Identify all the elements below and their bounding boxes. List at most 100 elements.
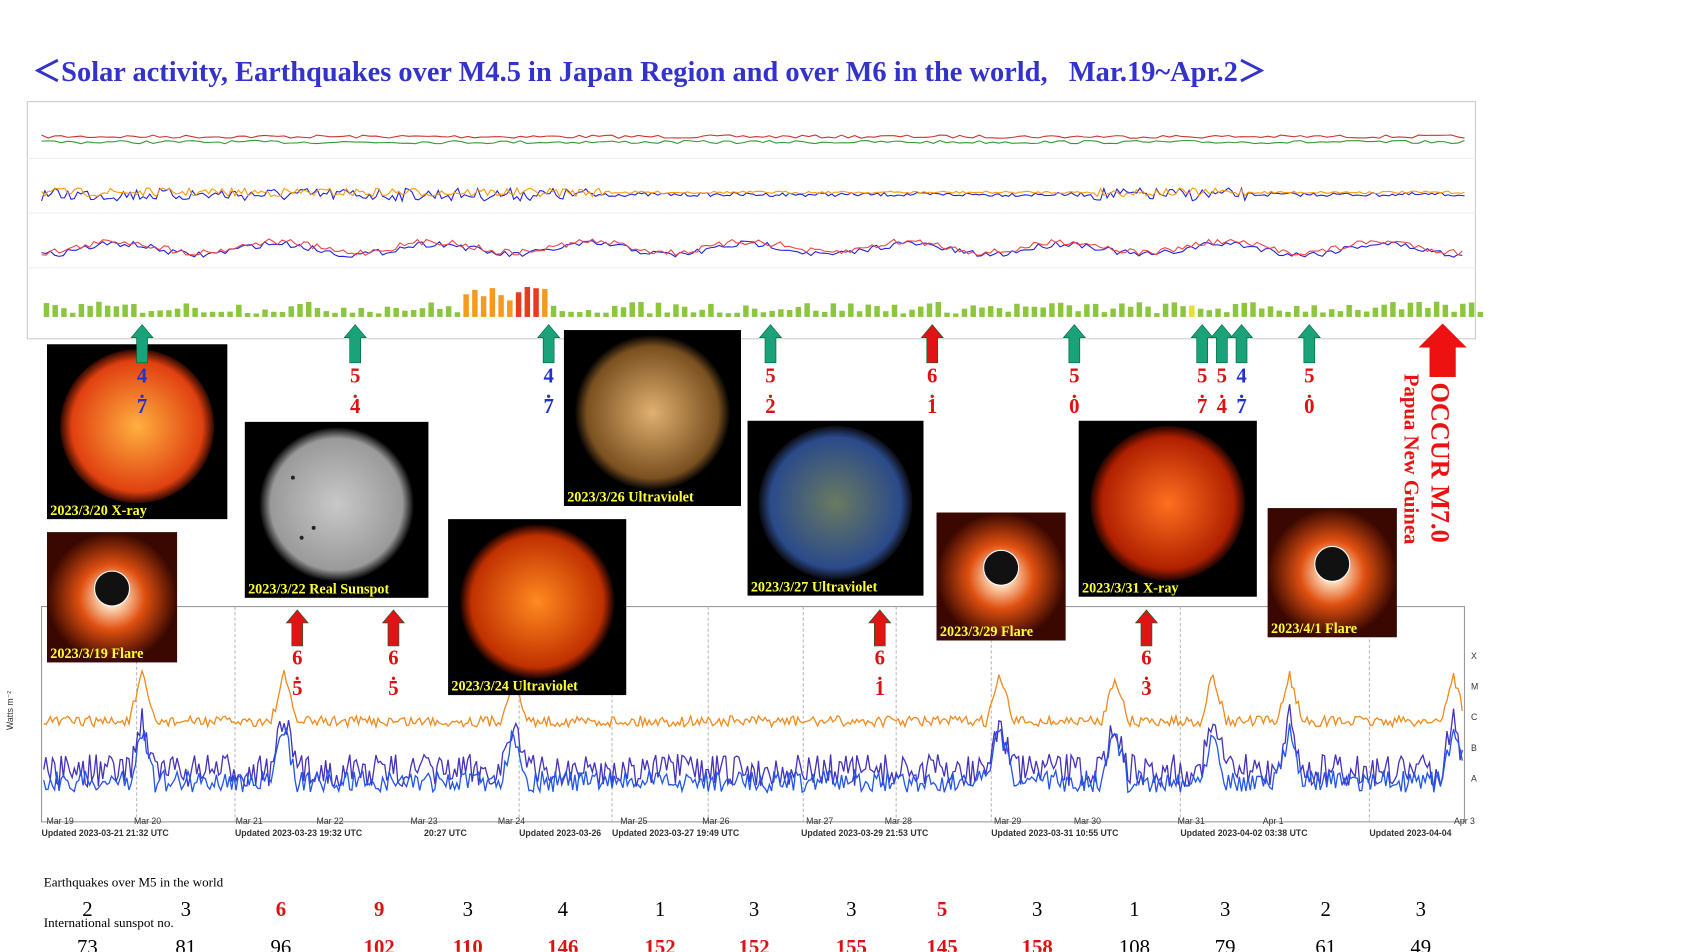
kp-bar: [87, 305, 93, 317]
char: .: [1144, 663, 1149, 685]
kp-bar: [419, 308, 426, 317]
char: 4: [543, 366, 553, 388]
kp-bar: [970, 305, 976, 317]
updated-label: Updated 2023-03-27 19:49 UTC: [612, 828, 740, 838]
world-quake-arrow: [868, 609, 892, 647]
kp-bar: [1311, 305, 1317, 317]
char: .: [1219, 381, 1224, 403]
kp-bar: [1171, 302, 1178, 317]
kp-bar: [568, 311, 574, 317]
kp-bar: [183, 303, 190, 317]
kp-bar: [1477, 311, 1484, 317]
char: .: [353, 381, 358, 403]
flare-class-label: X: [1471, 651, 1477, 661]
kp-bar: [157, 310, 163, 317]
kp-bar: [78, 303, 85, 317]
date-label: Mar 20: [134, 816, 161, 826]
kp-bar: [795, 306, 802, 317]
kp-bar: [1363, 311, 1370, 317]
char: 7: [543, 396, 553, 418]
char: .: [1200, 381, 1205, 403]
kp-bar: [349, 312, 356, 317]
kp-bar: [1162, 303, 1169, 317]
row-value: 3: [846, 899, 856, 921]
image-caption: 2023/3/22 Real Sunspot: [248, 581, 389, 597]
kp-bar: [681, 306, 688, 317]
kp-bar: [734, 312, 740, 317]
row-value: 61: [1315, 937, 1336, 952]
title: ＜Solar activity, Earthquakes over M4.5 i…: [33, 57, 1266, 88]
kp-bar: [909, 309, 915, 317]
updated-label: Updated 2023-03-21 21:32 UTC: [42, 828, 170, 838]
kp-bar: [918, 306, 924, 317]
char: 6: [292, 647, 302, 669]
char: 4: [1217, 396, 1227, 418]
kp-bar: [1468, 302, 1475, 317]
kp-bar: [1390, 302, 1396, 317]
japan-quake-magnitude: 5.7: [1197, 366, 1207, 419]
char: 5: [1069, 366, 1079, 388]
kp-bar: [402, 310, 408, 317]
quake-arrow: [130, 324, 154, 364]
kp-bar: [1416, 301, 1422, 317]
kp-bar: [778, 309, 784, 317]
occulter: [983, 549, 1020, 586]
sun-disc: [459, 524, 615, 680]
char: .: [295, 663, 300, 685]
kp-bar: [384, 306, 391, 317]
kp-bar: [646, 313, 653, 317]
kp-bar: [813, 310, 819, 317]
world-quake-magnitude: 6.1: [875, 647, 885, 700]
electron-flux-line: [41, 186, 1465, 203]
kp-bar: [463, 294, 469, 317]
char: 5: [350, 366, 360, 388]
char: 6: [1141, 647, 1151, 669]
kp-bar: [638, 302, 644, 317]
kp-bar: [174, 308, 181, 317]
char: 7: [1236, 396, 1246, 418]
kp-bar: [306, 301, 312, 317]
kp-bar: [629, 302, 635, 317]
sun-disc: [259, 426, 415, 582]
occulter: [93, 570, 131, 607]
row-label: Earthquakes over M5 in the world: [44, 874, 224, 889]
kp-bar: [262, 309, 268, 317]
row-value: 152: [645, 937, 676, 952]
kp-bar: [1293, 305, 1300, 317]
image-caption: 2023/3/24 Ultraviolet: [451, 679, 578, 695]
kp-bar: [1442, 304, 1449, 317]
quake-arrow: [920, 324, 944, 364]
kp-bar: [201, 312, 207, 317]
kp-bar: [891, 304, 898, 317]
kp-bar: [375, 313, 382, 317]
kp-bar: [1136, 302, 1143, 317]
char: 4: [1236, 366, 1246, 388]
kp-bar: [1381, 304, 1387, 317]
kp-bar: [209, 311, 216, 317]
kp-bar: [585, 310, 592, 317]
char: 0: [1069, 396, 1079, 418]
kp-bar: [786, 310, 793, 317]
kp-bar: [612, 305, 618, 317]
row-value: 3: [463, 899, 473, 921]
kp-bar: [332, 312, 338, 317]
kp-bar: [856, 311, 863, 317]
kp-bar: [926, 303, 933, 317]
char: .: [391, 663, 396, 685]
kp-bar: [428, 302, 434, 317]
kp-bar: [1022, 306, 1029, 317]
flux-line: [43, 723, 1463, 795]
quake-arrow: [1062, 324, 1086, 364]
kp-bar: [594, 312, 601, 317]
row-value: 49: [1410, 937, 1431, 952]
char: 6: [388, 647, 398, 669]
date-label: Mar 26: [702, 816, 729, 826]
kp-bar: [244, 313, 251, 317]
date-label: Mar 29: [994, 816, 1021, 826]
updated-label: Updated 2023-03-29 21:53 UTC: [801, 828, 929, 838]
japan-quake-magnitude: 5.4: [350, 366, 360, 419]
japan-quake-magnitude: 5.2: [765, 366, 775, 419]
kp-bar: [874, 306, 880, 317]
kp-bar: [1084, 304, 1090, 317]
kp-bar: [900, 313, 907, 317]
